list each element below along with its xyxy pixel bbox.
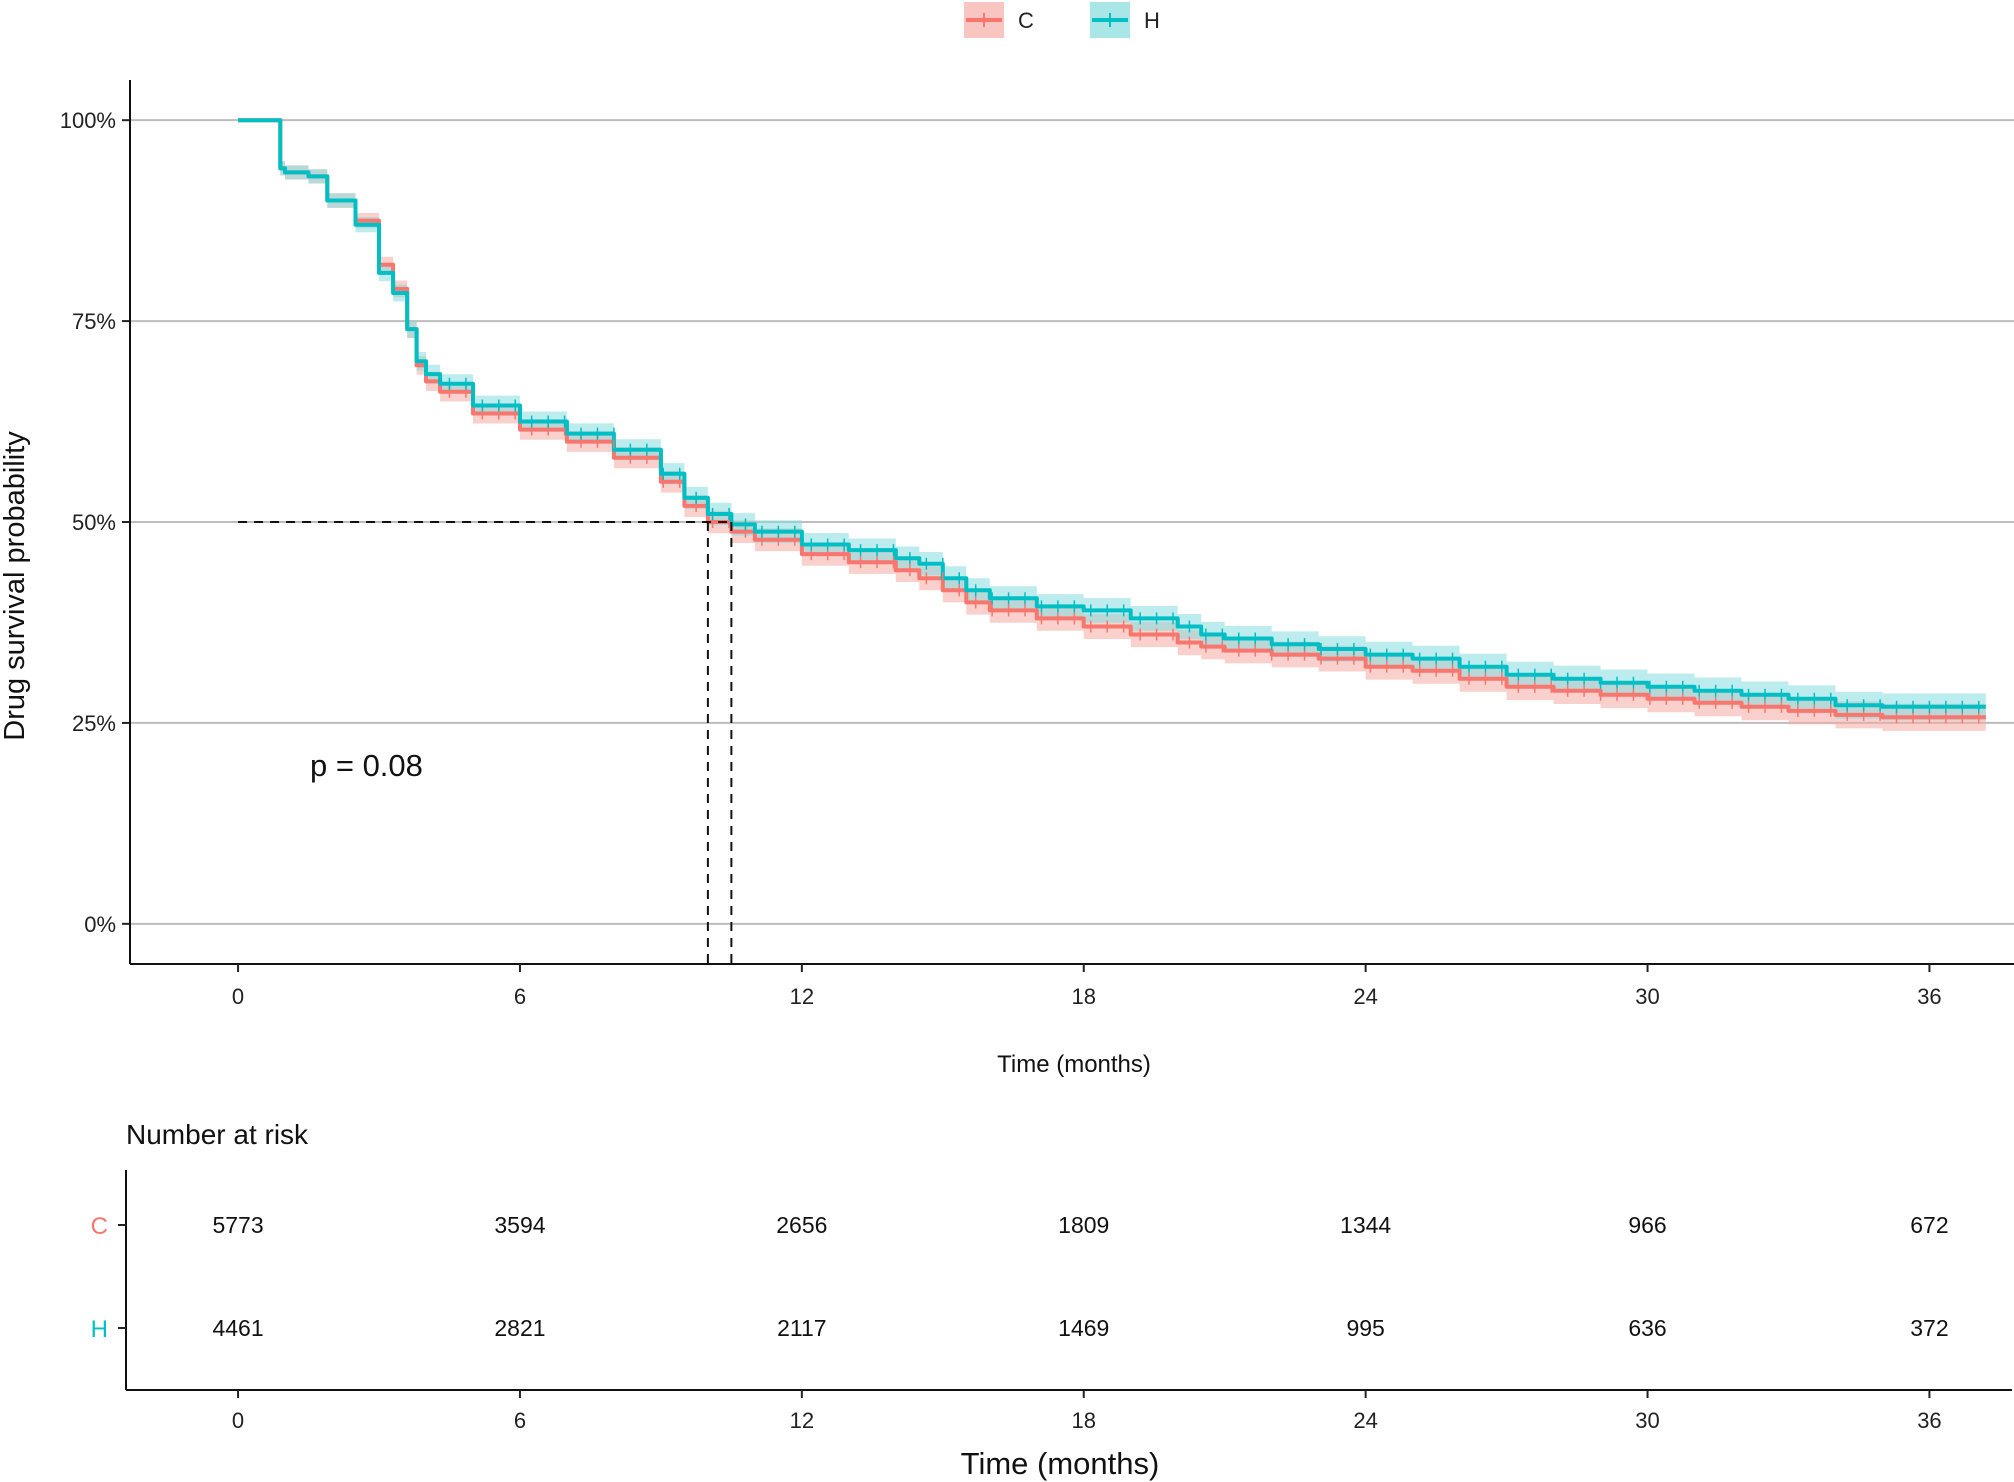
survival-curves (238, 118, 1986, 720)
x-tick-label: 24 (1353, 984, 1377, 1009)
y-tick-label: 75% (72, 309, 116, 334)
x-tick-label: 12 (790, 984, 814, 1009)
risk-value: 1809 (1058, 1212, 1109, 1238)
risk-value: 2821 (494, 1315, 545, 1341)
confidence-band-c (238, 120, 1986, 731)
x-tick-label: 0 (232, 984, 244, 1009)
median-lines (238, 521, 733, 964)
risk-row-label-h: H (91, 1316, 108, 1343)
risk-x-tick-label: 12 (790, 1408, 814, 1433)
legend: C H (964, 2, 1160, 38)
risk-x-tick-label: 24 (1353, 1408, 1377, 1433)
risk-x-tick-label: 6 (514, 1408, 526, 1433)
risk-x-tick-label: 30 (1635, 1408, 1659, 1433)
legend-label-c: C (1018, 8, 1034, 33)
risk-value: 966 (1628, 1212, 1666, 1238)
y-tick-label: 50% (72, 510, 116, 535)
risk-value: 2656 (776, 1212, 827, 1238)
confidence-band-h (238, 120, 1986, 721)
y-tick-labels: 0% 25% 50% 75% 100% (60, 108, 116, 937)
risk-value: 5773 (212, 1212, 263, 1238)
risk-value: 1469 (1058, 1315, 1109, 1341)
censor-marks (448, 377, 1980, 724)
p-value-annotation: p = 0.08 (310, 748, 423, 783)
axes (122, 80, 2014, 972)
survival-curve-h (238, 118, 1986, 709)
risk-row-label-c: C (91, 1213, 108, 1240)
risk-value: 372 (1910, 1315, 1948, 1341)
gridlines (130, 119, 2014, 925)
y-tick-label: 100% (60, 108, 116, 133)
x-tick-label: 18 (1072, 984, 1096, 1009)
risk-x-tick-label: 0 (232, 1408, 244, 1433)
risk-value: 636 (1628, 1315, 1666, 1341)
risk-value: 995 (1346, 1315, 1384, 1341)
x-tick-label: 6 (514, 984, 526, 1009)
x-axis-title: Time (months) (997, 1051, 1151, 1078)
x-tick-labels: 0 6 12 18 24 30 36 (232, 984, 1942, 1009)
risk-x-tick-label: 36 (1917, 1408, 1941, 1433)
y-tick-label: 25% (72, 711, 116, 736)
risk-value: 3594 (494, 1212, 545, 1238)
risk-value: 1344 (1340, 1212, 1391, 1238)
y-axis-title: Drug survival probability (0, 431, 31, 741)
x-tick-label: 36 (1917, 984, 1941, 1009)
risk-table-x-title: Time (months) (961, 1446, 1160, 1481)
risk-table-title: Number at risk (126, 1119, 309, 1150)
y-tick-label: 0% (84, 912, 116, 937)
risk-value: 4461 (212, 1315, 263, 1341)
risk-x-tick-label: 18 (1072, 1408, 1096, 1433)
confidence-bands (238, 120, 1986, 731)
risk-table: C 5773 3594 2656 1809 1344 966 672 H 4461 2821 2117… (91, 1170, 2012, 1433)
legend-label-h: H (1144, 8, 1160, 33)
risk-value: 2117 (777, 1315, 826, 1341)
risk-value: 672 (1910, 1212, 1948, 1238)
x-tick-label: 30 (1635, 984, 1659, 1009)
